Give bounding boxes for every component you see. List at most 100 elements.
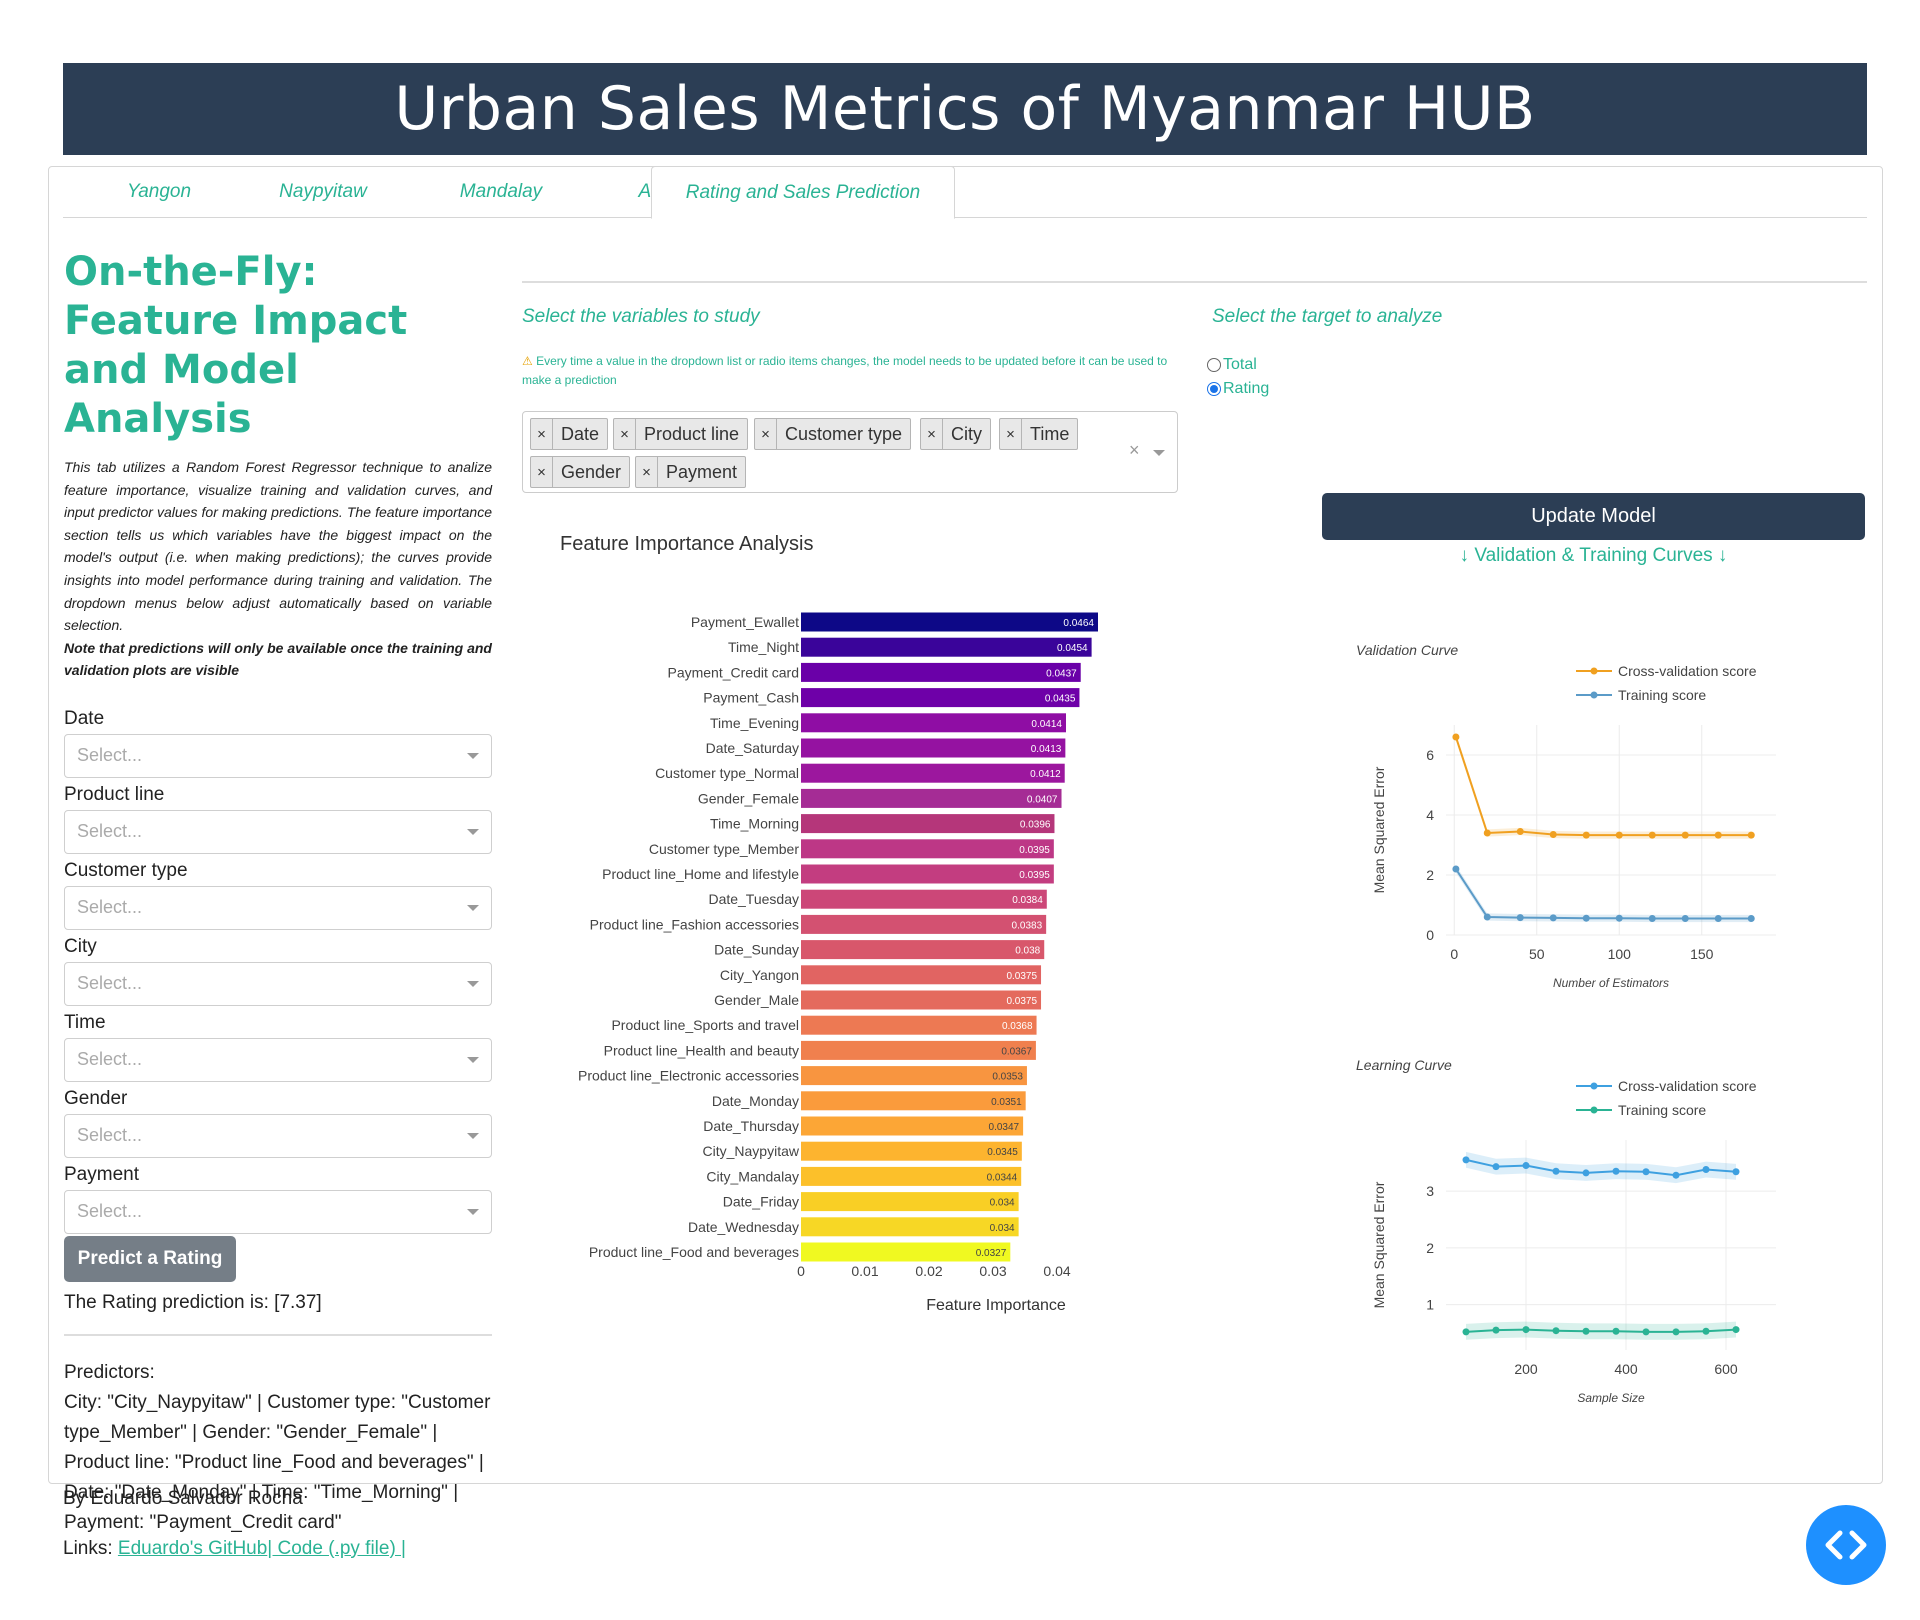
bar <box>801 637 1092 657</box>
category-label: Date_Sunday <box>714 942 799 958</box>
data-point <box>1549 831 1557 838</box>
time-dropdown[interactable]: Select... <box>64 1037 492 1082</box>
x-tick-label: 0.02 <box>915 1263 942 1279</box>
data-point <box>1747 915 1755 922</box>
data-point <box>1702 1166 1710 1174</box>
data-label: 0.0395 <box>1019 870 1050 881</box>
warning-icon: ⚠ <box>522 354 533 368</box>
chip-label: Product line <box>644 423 740 444</box>
data-point <box>1714 831 1722 839</box>
github-link[interactable]: Eduardo's GitHub <box>117 1538 268 1559</box>
clear-all-icon[interactable]: × <box>1129 440 1140 460</box>
variables-multiselect[interactable]: × Date × Product line × Customer type × City… <box>522 411 1178 493</box>
bar <box>801 1141 1022 1161</box>
tab-mandalay[interactable]: Mandalay <box>459 181 543 202</box>
predictors-block: Predictors: City: "City_Naypyitaw" | Cus… <box>64 1358 492 1538</box>
data-label: 0.0464 <box>1063 618 1094 629</box>
tab-naypyitaw[interactable]: Naypyitaw <box>279 181 367 202</box>
y-tick-label: 2 <box>1426 867 1434 883</box>
data-point <box>1483 913 1491 921</box>
bar <box>801 1091 1026 1111</box>
remove-chip-icon[interactable]: × <box>921 419 943 449</box>
gender-dropdown[interactable]: Select... <box>64 1113 492 1158</box>
bar <box>801 1217 1019 1237</box>
city-label: City <box>64 935 97 957</box>
data-point <box>1714 915 1722 922</box>
data-label: 0.0344 <box>987 1172 1018 1183</box>
legend-marker <box>1590 667 1598 675</box>
chip-gender: × Gender <box>530 456 631 488</box>
remove-chip-icon[interactable]: × <box>531 419 553 449</box>
x-tick-label: 0.03 <box>979 1263 1006 1279</box>
customer-type-dropdown[interactable]: Select... <box>64 885 492 930</box>
remove-chip-icon[interactable]: × <box>636 457 658 487</box>
remove-chip-icon[interactable]: × <box>755 419 777 449</box>
y-axis-title: Mean Squared Error <box>1371 766 1387 893</box>
bar <box>801 914 1047 934</box>
remove-chip-icon[interactable]: × <box>1000 419 1022 449</box>
product-line-dropdown[interactable]: Select... <box>64 809 492 854</box>
payment-dropdown[interactable]: Select... <box>64 1189 492 1234</box>
radio-rating[interactable]: Rating <box>1207 380 1269 398</box>
category-label: Time_Evening <box>710 715 799 731</box>
tab-yangon[interactable]: Yangon <box>126 181 192 202</box>
category-label: Time_Morning <box>710 816 799 832</box>
date-dropdown[interactable]: Select... <box>64 733 492 778</box>
data-point <box>1522 1326 1530 1334</box>
chevron-down-icon <box>467 1056 479 1063</box>
data-point <box>1702 1327 1710 1335</box>
author-credit: By Eduardo Salvador Rocha <box>63 1488 303 1509</box>
category-label: Time_Night <box>728 639 799 655</box>
prediction-result: The Rating prediction is: [7.37] <box>64 1291 322 1313</box>
data-point <box>1452 733 1460 741</box>
remove-chip-icon[interactable]: × <box>531 457 553 487</box>
y-tick-label: 0 <box>1426 927 1434 943</box>
city-dropdown[interactable]: Select... <box>64 961 492 1006</box>
predict-rating-button[interactable]: Predict a Rating <box>64 1235 236 1282</box>
chip-city: × City <box>920 418 991 450</box>
chip-label: City <box>951 423 982 444</box>
tab-description: This tab utilizes a Random Forest Regres… <box>64 459 492 634</box>
x-axis-title: Feature Importance <box>926 1297 1066 1314</box>
bar <box>801 788 1062 808</box>
header-bar: Urban Sales Metrics of Myanmar HUB <box>63 63 1867 155</box>
data-point <box>1582 914 1590 922</box>
time-placeholder: Select... <box>77 1049 143 1070</box>
category-label: Date_Friday <box>723 1194 799 1210</box>
data-point <box>1492 1163 1500 1171</box>
radio-total[interactable]: Total <box>1207 356 1257 374</box>
bar <box>801 889 1047 909</box>
legend-marker <box>1590 691 1598 699</box>
variables-label: Select the variables to study <box>522 306 760 327</box>
code-link[interactable]: | Code (.py file) | <box>267 1538 406 1559</box>
confidence-band <box>1455 865 1752 923</box>
y-tick-label: 6 <box>1426 747 1434 763</box>
data-point <box>1732 1168 1740 1176</box>
data-label: 0.0327 <box>976 1248 1007 1259</box>
product-line-placeholder: Select... <box>77 821 143 842</box>
date-placeholder: Select... <box>77 745 143 766</box>
remove-chip-icon[interactable]: × <box>614 419 636 449</box>
chevron-down-icon[interactable] <box>1153 450 1165 456</box>
gender-placeholder: Select... <box>77 1125 143 1146</box>
bar <box>801 612 1098 632</box>
data-label: 0.034 <box>990 1198 1015 1209</box>
legend-label: Cross-validation score <box>1618 1078 1757 1094</box>
category-label: Date_Monday <box>712 1093 799 1109</box>
chevron-down-icon <box>467 980 479 987</box>
target-label: Select the target to analyze <box>1212 306 1443 327</box>
validation-curve-chart: Validation Curve 0 50 100 150 0 2 4 6 Number of E… <box>1356 642 1776 990</box>
data-point <box>1582 1327 1590 1335</box>
chip-label: Customer type <box>785 423 903 444</box>
x-tick-label: 100 <box>1608 946 1632 962</box>
tab-rating-and-sales-prediction[interactable]: Rating and Sales Prediction <box>651 166 955 219</box>
category-label: City_Yangon <box>720 967 799 983</box>
debug-toggle-button[interactable] <box>1806 1505 1886 1585</box>
product-line-label: Product line <box>64 783 165 805</box>
bar <box>801 1192 1019 1212</box>
update-model-button[interactable]: Update Model <box>1322 493 1865 540</box>
data-label: 0.0454 <box>1057 643 1088 654</box>
category-label: Date_Saturday <box>706 740 799 756</box>
data-label: 0.0395 <box>1019 845 1050 856</box>
data-point <box>1612 1327 1620 1335</box>
